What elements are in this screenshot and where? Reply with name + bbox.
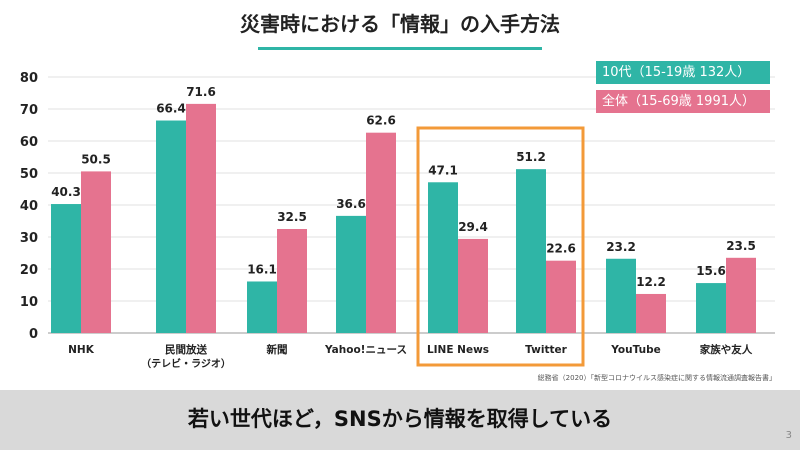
- data-label: 47.1: [428, 163, 458, 177]
- x-tick-label: LINE News: [427, 344, 489, 356]
- legend-teens: 10代（15-19歳 132人）: [596, 61, 770, 84]
- y-tick-label: 10: [20, 295, 38, 310]
- y-tick-label: 70: [20, 103, 38, 118]
- data-label: 36.6: [336, 197, 366, 211]
- data-label: 15.6: [696, 264, 726, 278]
- data-label: 40.3: [51, 185, 81, 199]
- bar: [696, 283, 726, 333]
- highlight-box: [416, 126, 585, 367]
- bar: [636, 293, 666, 333]
- y-tick-label: 20: [20, 263, 38, 278]
- bar: [458, 238, 488, 333]
- y-tick-label: 0: [29, 327, 38, 342]
- data-label: 12.2: [636, 275, 666, 289]
- y-tick-label: 60: [20, 135, 38, 150]
- legend-all: 全体（15-69歳 1991人）: [596, 90, 770, 113]
- data-label: 62.6: [366, 114, 396, 128]
- bar: [186, 103, 216, 333]
- x-tick-label: 民間放送: [165, 343, 207, 356]
- bar: [366, 132, 396, 333]
- x-tick-label: 家族や友人: [700, 343, 753, 356]
- x-tick-label: 新聞: [267, 343, 288, 356]
- source-note: 総務省（2020）「新型コロナウイルス感染症に関する情報流通調査報告書」: [537, 374, 776, 382]
- data-label: 29.4: [458, 220, 488, 234]
- y-tick-label: 40: [20, 199, 38, 214]
- data-label: 23.2: [606, 240, 636, 254]
- title-underline: [258, 47, 542, 50]
- message-band: [0, 390, 800, 450]
- data-label: 32.5: [277, 210, 307, 224]
- x-tick-label: （テレビ・ラジオ）: [141, 357, 231, 370]
- y-tick-label: 50: [20, 167, 38, 182]
- data-label: 66.4: [156, 102, 186, 116]
- x-tick-label: YouTube: [610, 344, 660, 356]
- data-label: 50.5: [81, 152, 111, 166]
- page-number: 3: [785, 430, 792, 441]
- x-tick-label: Yahoo!ニュース: [324, 344, 407, 356]
- x-tick-label: Twitter: [525, 344, 567, 356]
- bar: [156, 120, 186, 334]
- bar: [546, 260, 576, 333]
- bar: [277, 229, 307, 333]
- bar: [81, 171, 111, 333]
- data-label: 71.6: [186, 85, 216, 99]
- data-label: 23.5: [726, 239, 756, 253]
- bar: [247, 281, 277, 333]
- data-label: 51.2: [516, 150, 546, 164]
- bar: [516, 169, 546, 333]
- slide-title: 災害時における「情報」の入手方法: [240, 12, 560, 36]
- bar: [428, 182, 458, 333]
- x-tick-label: NHK: [68, 344, 95, 356]
- bar: [606, 258, 636, 333]
- y-tick-label: 80: [20, 71, 38, 86]
- data-label: 22.6: [546, 242, 576, 256]
- data-label: 16.1: [247, 262, 277, 276]
- bar-chart: 0 10 20 30 40 50 60 70 80 40.3 50.5 NHK 66.471.6 民間放送…: [20, 71, 775, 370]
- bar: [51, 204, 81, 333]
- key-message: 若い世代ほど，SNSから情報を取得している: [187, 407, 613, 431]
- y-tick-label: 30: [20, 231, 38, 246]
- bar: [336, 215, 366, 333]
- bar: [726, 257, 756, 333]
